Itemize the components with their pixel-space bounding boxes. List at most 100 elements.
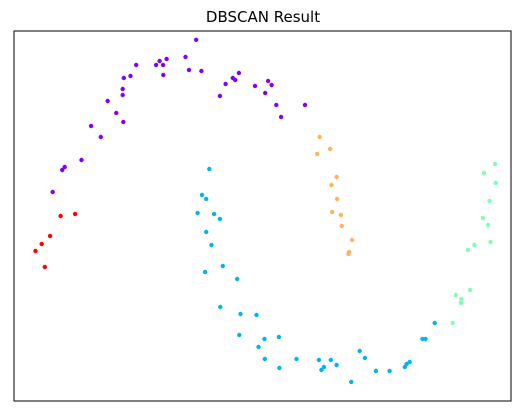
data-point-cluster-1-5: [42, 264, 47, 270]
data-point-cluster-3-1: [481, 170, 487, 176]
data-point-cluster-0-12: [121, 75, 127, 81]
data-point-cluster-0-23: [274, 102, 279, 108]
data-point-cluster-0-9: [236, 70, 242, 76]
data-point-cluster-0-21: [217, 93, 223, 99]
data-point-cluster-0-19: [120, 86, 125, 92]
data-point-cluster-2-8: [220, 263, 225, 269]
data-point-cluster-0-34: [50, 189, 55, 195]
data-point-cluster-0-14: [233, 77, 238, 83]
data-point-cluster-0-20: [120, 92, 125, 98]
data-point-cluster-0-25: [302, 102, 308, 108]
data-point-cluster-0-16: [223, 81, 228, 87]
data-point-cluster-2-33: [402, 364, 407, 370]
data-point-cluster-3-0: [492, 161, 498, 167]
data-point-cluster-3-10: [453, 292, 459, 298]
data-point-cluster-2-21: [277, 365, 282, 371]
data-point-cluster-0-29: [88, 123, 94, 129]
data-point-cluster-2-6: [204, 229, 209, 235]
data-point-cluster-3-7: [472, 242, 477, 248]
data-point-cluster-3-8: [465, 247, 471, 253]
data-point-cluster-2-26: [362, 355, 368, 361]
data-point-cluster-0-11: [128, 73, 133, 79]
data-point-cluster-0-17: [269, 82, 274, 88]
data-point-cluster-0-1: [183, 54, 188, 60]
data-point-cluster-2-23: [334, 362, 339, 368]
data-point-cluster-2-18: [294, 356, 299, 362]
data-point-cluster-1-3: [39, 241, 44, 247]
data-point-cluster-0-2: [164, 56, 169, 62]
data-point-cluster-4-4: [329, 182, 334, 188]
data-point-cluster-4-1: [327, 146, 333, 152]
data-point-cluster-4-3: [334, 174, 339, 180]
data-point-cluster-0-15: [265, 78, 271, 84]
data-point-cluster-1-4: [33, 248, 38, 254]
data-point-cluster-0-33: [60, 167, 65, 173]
data-point-cluster-2-35: [423, 336, 428, 342]
data-point-cluster-2-19: [262, 356, 267, 362]
data-point-cluster-1-0: [72, 211, 78, 217]
data-point-cluster-4-2: [315, 151, 320, 157]
data-point-cluster-2-1: [199, 192, 205, 198]
chart-title: DBSCAN Result: [206, 8, 320, 26]
data-point-cluster-2-11: [218, 304, 223, 310]
data-point-cluster-4-11: [346, 249, 352, 255]
data-point-cluster-4-8: [339, 223, 344, 229]
data-point-cluster-0-31: [79, 157, 84, 163]
data-point-cluster-3-5: [485, 222, 491, 228]
data-point-cluster-4-7: [338, 212, 344, 218]
data-point-cluster-2-14: [237, 332, 242, 338]
data-point-cluster-2-25: [319, 367, 324, 373]
data-point-cluster-4-6: [330, 209, 335, 215]
data-point-cluster-2-17: [256, 344, 261, 350]
data-point-cluster-2-9: [202, 269, 208, 275]
data-point-cluster-4-0: [317, 134, 322, 140]
data-point-cluster-3-4: [480, 215, 486, 221]
data-point-cluster-1-2: [47, 233, 53, 239]
data-point-cluster-0-0: [194, 37, 199, 42]
data-point-cluster-4-5: [334, 196, 340, 202]
data-point-cluster-0-8: [199, 68, 204, 74]
data-point-cluster-2-36: [432, 320, 437, 326]
data-point-cluster-4-9: [349, 237, 355, 243]
data-point-cluster-2-5: [217, 216, 223, 222]
data-point-cluster-2-15: [276, 334, 282, 340]
data-point-cluster-3-9: [467, 287, 473, 293]
data-point-cluster-3-11: [459, 296, 464, 302]
data-point-cluster-2-10: [235, 276, 240, 282]
data-point-cluster-0-7: [186, 67, 192, 73]
data-point-cluster-2-24: [321, 364, 327, 370]
data-point-cluster-0-3: [157, 58, 162, 64]
data-point-cluster-2-20: [316, 357, 322, 363]
data-point-cluster-2-0: [207, 166, 212, 172]
data-point-cluster-0-10: [161, 72, 166, 78]
data-point-cluster-1-1: [58, 213, 63, 219]
data-point-cluster-3-6: [488, 239, 493, 245]
data-point-cluster-3-2: [493, 180, 498, 186]
data-point-cluster-0-32: [62, 164, 67, 170]
data-point-cluster-2-12: [238, 311, 243, 317]
data-point-cluster-0-30: [98, 134, 104, 140]
data-point-cluster-2-16: [262, 336, 267, 342]
plot-frame: [13, 30, 512, 402]
data-point-cluster-0-26: [114, 110, 119, 116]
data-point-cluster-3-3: [487, 198, 492, 204]
data-point-cluster-2-4: [195, 210, 200, 216]
data-point-cluster-0-4: [134, 62, 139, 68]
data-point-cluster-2-27: [357, 348, 362, 354]
data-point-cluster-0-27: [278, 114, 284, 120]
data-point-cluster-0-24: [105, 98, 110, 104]
data-point-cluster-2-3: [211, 211, 217, 217]
data-point-cluster-0-18: [252, 83, 258, 89]
data-point-cluster-2-29: [387, 368, 392, 374]
data-point-cluster-2-2: [204, 196, 209, 202]
data-point-cluster-0-6: [160, 62, 166, 68]
data-point-cluster-3-13: [450, 320, 455, 326]
data-point-cluster-2-22: [328, 357, 333, 363]
data-point-cluster-2-13: [254, 312, 259, 318]
points-layer: [33, 37, 498, 385]
data-point-cluster-2-32: [407, 359, 412, 365]
data-point-cluster-2-7: [209, 242, 214, 248]
data-point-cluster-0-22: [263, 90, 268, 96]
data-point-cluster-2-28: [373, 368, 379, 374]
